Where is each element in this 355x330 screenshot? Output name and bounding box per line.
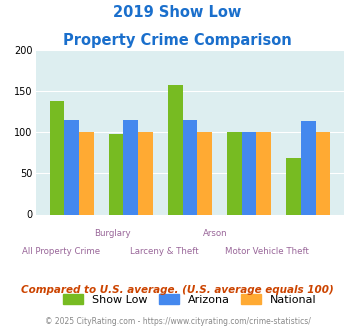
Bar [242, 132, 256, 214]
Text: Arson: Arson [203, 229, 228, 238]
Bar [109, 134, 124, 214]
Text: Burglary: Burglary [94, 229, 131, 238]
Bar [79, 132, 94, 214]
Bar [227, 132, 242, 214]
Text: Property Crime Comparison: Property Crime Comparison [63, 33, 292, 48]
Bar [182, 120, 197, 214]
Text: All Property Crime: All Property Crime [22, 248, 100, 256]
Bar [50, 101, 64, 214]
Legend: Show Low, Arizona, National: Show Low, Arizona, National [59, 289, 321, 309]
Bar [168, 85, 182, 214]
Text: Motor Vehicle Theft: Motor Vehicle Theft [225, 248, 309, 256]
Bar [301, 121, 316, 214]
Text: Compared to U.S. average. (U.S. average equals 100): Compared to U.S. average. (U.S. average … [21, 285, 334, 295]
Bar [256, 132, 271, 214]
Text: © 2025 CityRating.com - https://www.cityrating.com/crime-statistics/: © 2025 CityRating.com - https://www.city… [45, 317, 310, 326]
Bar [197, 132, 212, 214]
Bar [316, 132, 330, 214]
Bar [64, 120, 79, 214]
Bar [286, 158, 301, 214]
Text: 2019 Show Low: 2019 Show Low [113, 5, 242, 20]
Bar [138, 132, 153, 214]
Bar [124, 120, 138, 214]
Text: Larceny & Theft: Larceny & Theft [130, 248, 198, 256]
